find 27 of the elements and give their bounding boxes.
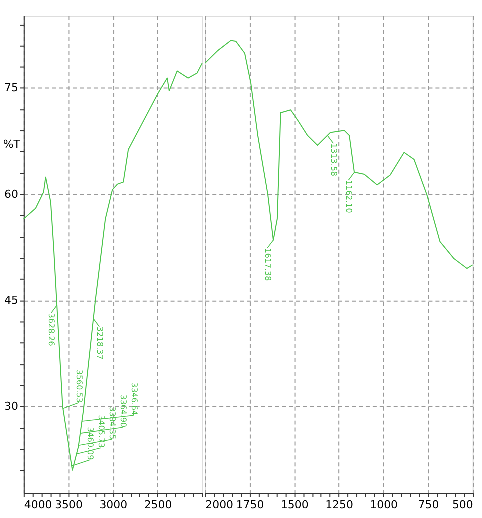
y-tick-label: 60 xyxy=(4,188,18,201)
annotation: 1162.10 xyxy=(344,180,354,214)
annotation: 3460.09 xyxy=(86,427,96,460)
y-tick-label: 45 xyxy=(4,294,18,307)
x-tick-label: 3500 xyxy=(55,498,83,512)
annotation: 3560.53 xyxy=(75,370,84,403)
x-tick-label: 1250 xyxy=(326,498,354,512)
annotation: 3364.90 xyxy=(118,394,128,428)
annotation: 3628.26 xyxy=(47,313,56,346)
y-tick-label: 75 xyxy=(4,82,18,95)
x-tick-label: 2500 xyxy=(144,498,172,512)
annotation: 3346.64 xyxy=(130,382,139,416)
annotation: 3218.37 xyxy=(96,326,105,360)
annotation: 1617.38 xyxy=(263,248,272,282)
annotation: 3384.35 xyxy=(108,406,117,440)
annotation: 1313.58 xyxy=(330,144,339,176)
x-tick-label: 750 xyxy=(418,498,440,512)
x-tick-label: 1750 xyxy=(236,498,264,512)
x-tick-label: 4000 xyxy=(24,498,52,512)
y-axis-title: %T xyxy=(3,138,21,152)
x-tick-label: 1500 xyxy=(280,498,309,512)
annotation: 3405.73 xyxy=(96,415,106,448)
y-tick-label: 30 xyxy=(4,400,18,414)
x-tick-label: 2000 xyxy=(206,498,234,512)
x-tick-label: 1000 xyxy=(370,498,398,512)
x-tick-label: 3000 xyxy=(100,498,128,512)
x-tick-label: 500 xyxy=(452,498,474,512)
